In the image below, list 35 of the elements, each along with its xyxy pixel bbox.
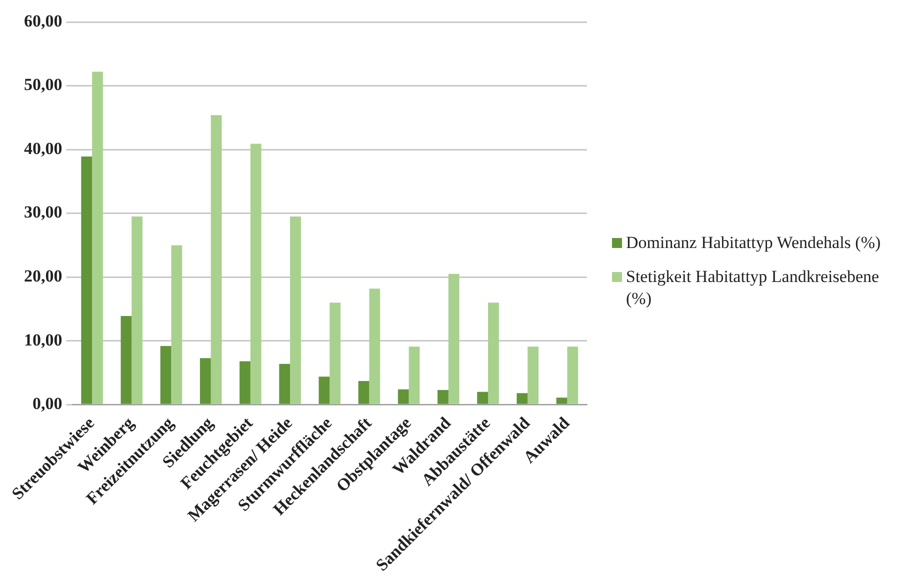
bar <box>171 245 182 404</box>
bar <box>358 381 370 404</box>
y-tick-label: 10,00 <box>24 330 62 350</box>
bar <box>448 274 460 404</box>
bar <box>200 358 211 404</box>
bar <box>408 346 420 404</box>
bar <box>240 361 250 404</box>
bar <box>160 346 172 404</box>
bar <box>516 393 528 404</box>
legend-label: Dominanz Habitattyp Wendehals (%) <box>626 232 881 254</box>
y-tick-label: 20,00 <box>24 266 62 286</box>
y-tick-label: 60,00 <box>24 11 62 30</box>
y-tick-label: 50,00 <box>24 75 62 94</box>
bar <box>290 216 301 404</box>
y-tick-label: 0,00 <box>32 394 62 414</box>
bar <box>92 72 103 404</box>
bar <box>250 144 262 404</box>
y-tick-label: 30,00 <box>24 202 62 222</box>
bar <box>318 376 330 404</box>
bar <box>120 316 132 404</box>
bar <box>330 302 341 404</box>
bar <box>279 364 290 404</box>
bar <box>369 288 380 404</box>
bar <box>567 346 578 404</box>
bar <box>81 156 92 404</box>
bar <box>477 392 488 404</box>
bar <box>528 346 538 404</box>
bar <box>438 390 448 404</box>
bar <box>556 398 568 404</box>
bar <box>210 115 222 404</box>
y-tick-label: 40,00 <box>24 138 62 158</box>
legend-label: Stetigkeit Habitattyp Landkreisebene (%) <box>626 266 880 310</box>
bar <box>488 302 499 404</box>
bar <box>132 216 143 404</box>
bar <box>398 389 409 404</box>
